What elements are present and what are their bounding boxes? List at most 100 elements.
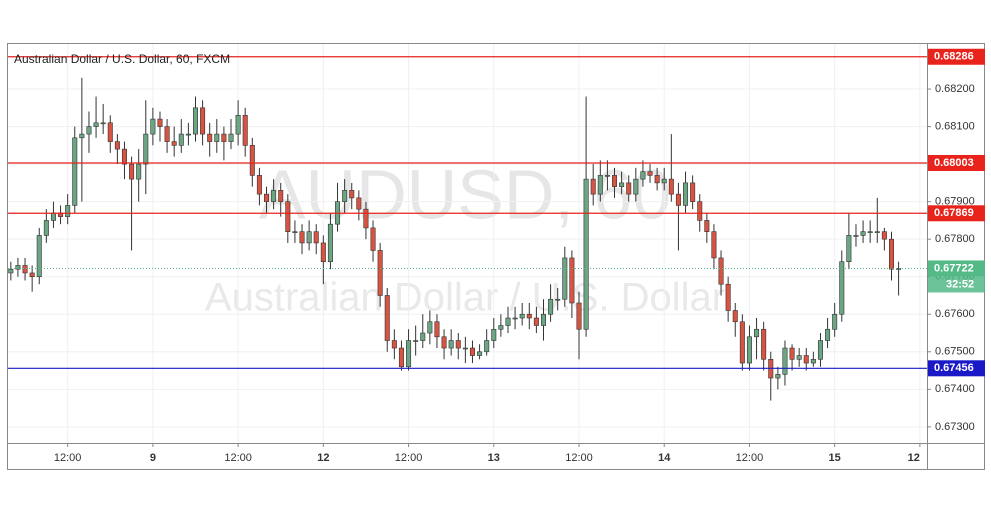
plot	[8, 56, 927, 401]
candle-body	[228, 133, 234, 142]
candle-body	[363, 208, 369, 229]
candle-body	[271, 190, 277, 202]
candle-body	[306, 231, 312, 244]
candle-body	[114, 141, 120, 150]
candle-body	[22, 265, 28, 274]
level-label: 0.68003	[934, 157, 974, 169]
level-label: 0.67869	[934, 207, 974, 219]
candle-body	[29, 272, 35, 278]
chart-title: Australian Dollar / U.S. Dollar, 60, FXC…	[14, 52, 230, 66]
candle-body	[299, 231, 305, 244]
candle-body	[349, 190, 355, 199]
candle-body	[540, 313, 546, 326]
candle-body	[242, 115, 248, 146]
candle-body	[654, 175, 660, 184]
candle-body	[484, 340, 490, 353]
candle-body	[65, 205, 71, 217]
candle-body	[43, 220, 49, 236]
candle-body	[427, 321, 433, 334]
candle-body	[803, 355, 809, 364]
candle-body	[207, 133, 213, 142]
candle-body	[391, 340, 397, 349]
watermark: AUDUSD, 60	[259, 155, 671, 233]
candle-body	[725, 283, 731, 311]
x-tick-label: 12	[908, 452, 920, 464]
candle-body	[810, 358, 816, 364]
x-tick-label: 15	[829, 452, 841, 464]
candle-body	[874, 231, 880, 233]
candle-body	[477, 351, 483, 356]
candle-body	[420, 332, 426, 341]
candle-body	[562, 257, 568, 300]
candle-body	[413, 340, 419, 342]
candle-body	[278, 190, 284, 202]
candle-body	[157, 118, 163, 127]
level-label: 0.67456	[934, 362, 974, 374]
current-price-label: 0.67722	[934, 262, 974, 274]
countdown-label: 32:52	[946, 278, 974, 290]
candle-body	[249, 145, 255, 176]
candle-body	[327, 223, 333, 263]
candle-body	[93, 122, 99, 127]
candle-body	[832, 313, 838, 330]
candle-body	[633, 178, 639, 195]
candle-body	[192, 107, 198, 135]
level-label-box	[928, 205, 985, 222]
candle-body	[200, 107, 206, 135]
x-tick-label: 12:00	[54, 452, 82, 464]
current-price-box	[928, 260, 985, 277]
candle-body	[8, 268, 14, 274]
x-tick-label: 14	[658, 452, 671, 464]
candle-body	[732, 310, 738, 323]
candle-body	[455, 340, 461, 349]
candle-body	[384, 295, 390, 341]
candle-body	[356, 197, 362, 210]
candle-body	[548, 298, 554, 315]
y-tick-label: 0.68200	[935, 83, 975, 95]
x-tick-label: 12:00	[565, 452, 593, 464]
candle-body	[469, 347, 475, 356]
x-tick-label: 12:00	[224, 452, 252, 464]
candle-body	[86, 126, 92, 135]
countdown-box	[928, 276, 985, 293]
candle-body	[79, 133, 85, 139]
axes: 0.673000.674000.675000.676000.677000.678…	[54, 48, 985, 464]
y-tick-label: 0.67500	[935, 346, 975, 358]
candle-body	[704, 220, 710, 232]
candle-body	[754, 328, 760, 338]
y-tick-label: 0.67400	[935, 383, 975, 395]
candle-body	[661, 178, 667, 184]
y-tick-label: 0.67800	[935, 233, 975, 245]
candle-body	[860, 231, 866, 236]
candle-body	[697, 201, 703, 221]
candle-body	[690, 182, 696, 202]
candle-body	[292, 231, 298, 233]
candle-body	[256, 175, 262, 195]
candle-body	[668, 178, 674, 195]
candle-body	[448, 340, 454, 349]
level-label-box	[928, 154, 985, 171]
candle-body	[72, 137, 78, 206]
candle-body	[583, 178, 589, 330]
y-tick-label: 0.67900	[935, 196, 975, 208]
candle-body	[775, 374, 781, 379]
candle-body	[817, 340, 823, 360]
candle-body	[136, 163, 142, 180]
candle-body	[867, 231, 873, 233]
candle-body	[320, 242, 326, 263]
candle-body	[569, 257, 575, 304]
candle-body	[533, 317, 539, 326]
candle-body	[896, 268, 902, 270]
candle-body	[342, 190, 348, 202]
candle-body	[171, 141, 177, 146]
candle-body	[406, 340, 412, 368]
candle-body	[505, 317, 511, 326]
x-tick-label: 13	[488, 452, 500, 464]
candle-body	[718, 257, 724, 285]
watermark-subtitle: Australian Dollar / U.S. Dollar	[205, 276, 725, 320]
candle-body	[853, 235, 859, 237]
candle-body	[881, 231, 887, 240]
candle-body	[121, 148, 127, 165]
candle-body	[789, 347, 795, 360]
